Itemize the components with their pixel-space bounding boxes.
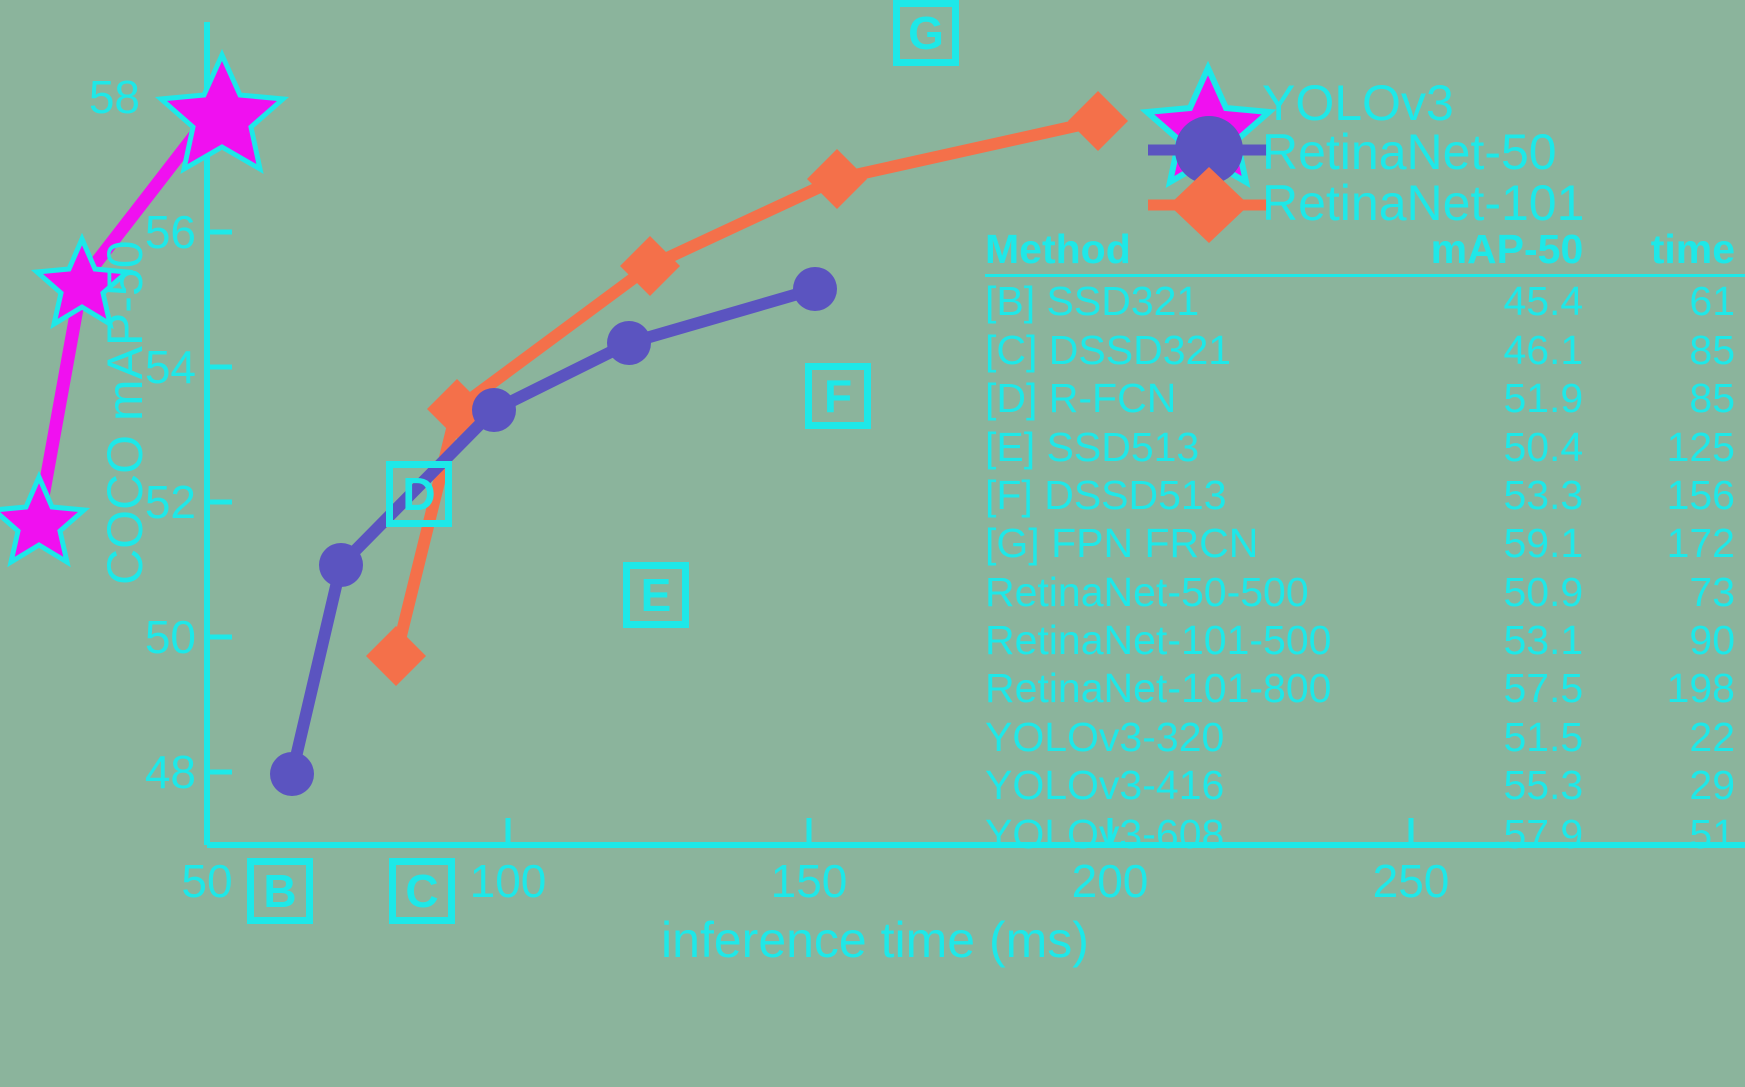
cell-map50: 50.9 — [1503, 568, 1584, 615]
cell-map50: 51.9 — [1503, 375, 1584, 422]
cell-time: 73 — [1689, 568, 1735, 615]
annotation-box-d: D — [386, 461, 452, 527]
results-table-container: Method mAP-50 time [B] SSD321 45.4 61 [C] … — [985, 227, 1745, 858]
table-row: RetinaNet-101-800 57.5 198 — [985, 664, 1745, 712]
table-header-row: Method mAP-50 time — [985, 227, 1745, 278]
cell-time: 61 — [1689, 278, 1735, 325]
y-tick-label-48: 48 — [144, 746, 196, 798]
cell-method: YOLOv3-320 — [985, 713, 1225, 760]
cell-method: RetinaNet-101-800 — [985, 665, 1332, 712]
series-retinanet-101 — [366, 91, 1128, 686]
cell-method: [F] DSSD513 — [985, 471, 1227, 518]
y-tick-label-56: 56 — [144, 206, 196, 258]
cell-map50: 57.5 — [1503, 665, 1584, 712]
cell-time: 198 — [1666, 665, 1735, 712]
cell-time: 51 — [1689, 810, 1735, 857]
cell-method: RetinaNet-101-500 — [985, 617, 1332, 664]
cell-method: [E] SSD513 — [985, 423, 1200, 470]
x-axis-ticks — [204, 818, 1414, 845]
cell-map50: 50.4 — [1503, 423, 1584, 470]
cell-method: YOLOv3-608 — [985, 810, 1225, 857]
table-row: [E] SSD513 50.4 125 — [985, 423, 1745, 471]
cell-map50: 46.1 — [1503, 326, 1584, 373]
x-tick-label-100: 100 — [469, 855, 547, 907]
y-axis-title: COCO mAP-50 — [97, 240, 153, 585]
cell-time: 22 — [1689, 713, 1735, 760]
legend-markers — [1139, 60, 1277, 243]
y-tick-label-54: 54 — [144, 341, 196, 393]
cell-time: 156 — [1666, 471, 1735, 518]
series-retinanet-50 — [270, 267, 837, 796]
axis-spines — [204, 22, 1745, 848]
legend-circle-icon — [1175, 116, 1243, 184]
cell-time: 172 — [1666, 520, 1735, 567]
cell-method: YOLOv3-416 — [985, 762, 1225, 809]
table-row: YOLOv3-416 55.3 29 — [985, 761, 1745, 809]
cell-time: 90 — [1689, 617, 1735, 664]
cell-time: 125 — [1666, 423, 1735, 470]
legend-label-retinanet-50: RetinaNet-50 — [1262, 124, 1557, 180]
annotation-box-e: E — [623, 562, 689, 628]
cell-map50: 55.3 — [1503, 762, 1584, 809]
cell-map50: 59.1 — [1503, 520, 1584, 567]
annotation-box-b: B — [247, 858, 313, 924]
table-row: [C] DSSD321 46.1 85 — [985, 326, 1745, 374]
circle-icon — [270, 267, 837, 796]
x-axis-title: inference time (ms) — [661, 912, 1089, 968]
cell-time: 29 — [1689, 762, 1735, 809]
annotation-box-f: F — [805, 363, 871, 429]
table-header-map50: mAP-50 — [1403, 227, 1606, 278]
table-row: YOLOv3-320 51.5 22 — [985, 713, 1745, 761]
table-header-time: time — [1605, 227, 1745, 278]
y-axis-ticks — [207, 94, 232, 775]
series-yolov3 — [0, 48, 290, 568]
table-row: [G] FPN FRCN 59.1 172 — [985, 519, 1745, 567]
cell-map50: 51.5 — [1503, 713, 1584, 760]
x-tick-label-250: 250 — [1372, 855, 1450, 907]
x-tick-label-150: 150 — [770, 855, 848, 907]
table-row: [D] R-FCN 51.9 85 — [985, 374, 1745, 422]
cell-time: 85 — [1689, 326, 1735, 373]
table-header-method: Method — [985, 227, 1404, 278]
cell-method: RetinaNet-50-500 — [985, 568, 1309, 615]
legend-label-yolov3: YOLOv3 — [1262, 75, 1454, 131]
cell-time: 85 — [1689, 375, 1735, 422]
y-tick-label-50: 50 — [144, 611, 196, 663]
table-row: RetinaNet-101-500 53.1 90 — [985, 616, 1745, 664]
cell-map50: 57.9 — [1503, 810, 1584, 857]
annotation-box-g: G — [893, 0, 959, 66]
cell-method: [D] R-FCN — [985, 375, 1177, 422]
y-tick-label-52: 52 — [144, 476, 196, 528]
cell-method: [G] FPN FRCN — [985, 520, 1259, 567]
legend-label-retinanet-101: RetinaNet-101 — [1262, 175, 1585, 231]
cell-map50: 45.4 — [1503, 278, 1584, 325]
diamond-icon — [366, 91, 1128, 686]
y-tick-label-58: 58 — [88, 71, 140, 123]
annotation-box-c: C — [389, 858, 455, 924]
cell-map50: 53.3 — [1503, 471, 1584, 518]
star-icon — [0, 48, 290, 568]
cell-map50: 53.1 — [1503, 617, 1584, 664]
cell-method: [C] DSSD321 — [985, 326, 1232, 373]
x-tick-label-200: 200 — [1071, 855, 1149, 907]
legend-diamond-icon — [1169, 167, 1249, 243]
x-tick-label-50: 50 — [181, 855, 233, 907]
table-row: [F] DSSD513 53.3 156 — [985, 471, 1745, 519]
cell-method: [B] SSD321 — [985, 278, 1200, 325]
table-row: RetinaNet-50-500 50.9 73 — [985, 568, 1745, 616]
table-row: [B] SSD321 45.4 61 — [985, 276, 1745, 326]
table-row: YOLOv3-608 57.9 51 — [985, 810, 1745, 858]
results-table: Method mAP-50 time [B] SSD321 45.4 61 [C] … — [985, 227, 1745, 858]
